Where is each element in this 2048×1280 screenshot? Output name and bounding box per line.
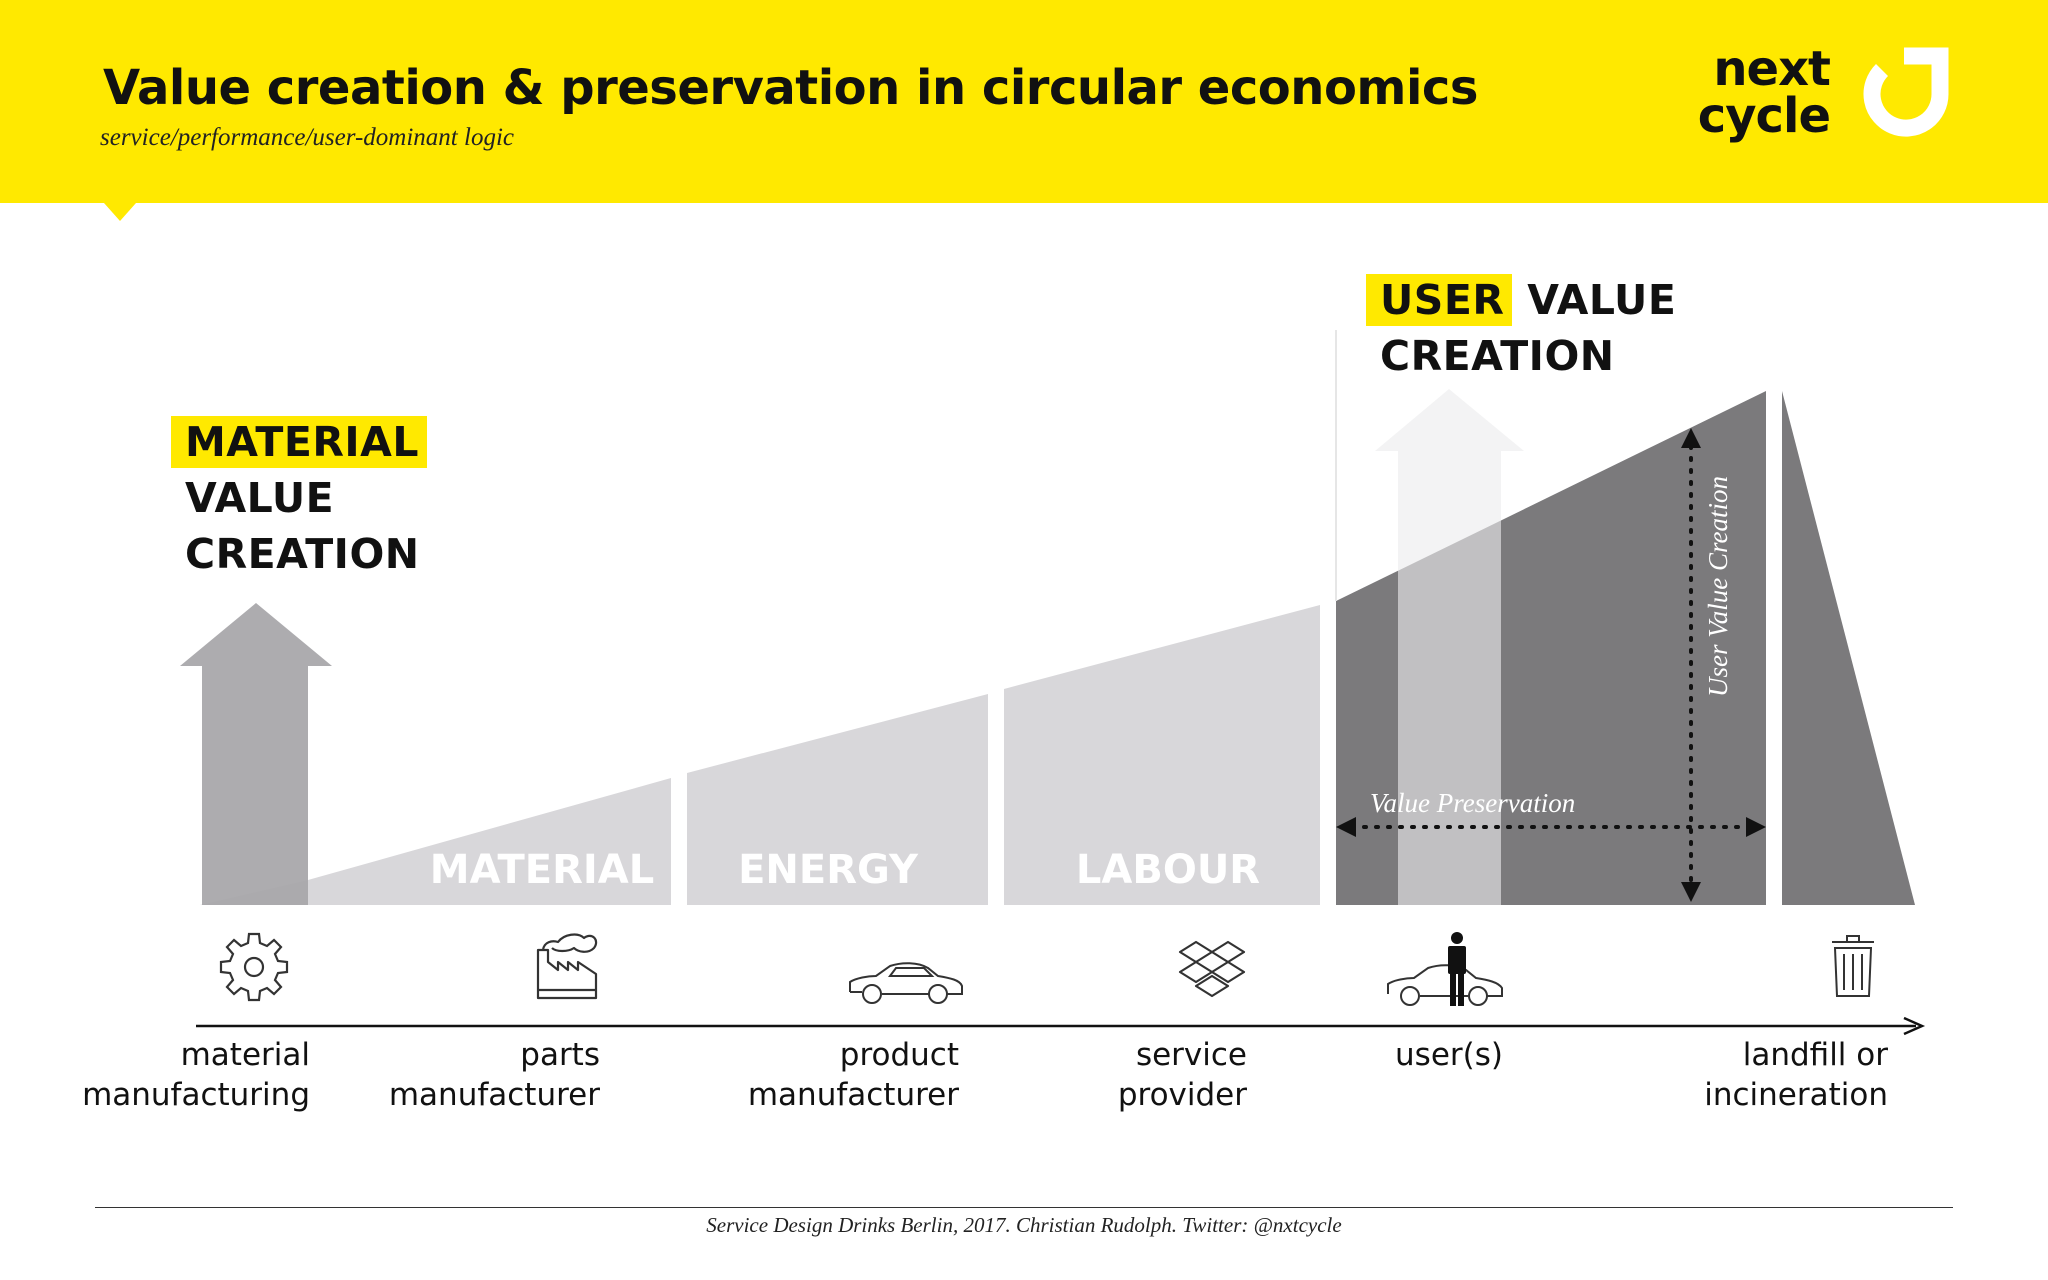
trash-can-icon xyxy=(1832,935,1874,997)
stage-line1: landfill or xyxy=(1742,1037,1888,1073)
page-title: Value creation & preservation in circula… xyxy=(103,60,1478,116)
user-value-creation-arrowhead-top xyxy=(1681,428,1701,448)
user-value-creation-arrowhead-bottom xyxy=(1681,882,1701,902)
logo-line-cycle: cycle xyxy=(1697,88,1831,144)
value-preservation-arrowhead-left xyxy=(1336,817,1356,837)
next-cycle-logo-icon xyxy=(1863,47,1949,137)
stage-line2: provider xyxy=(1117,1077,1247,1113)
segment-label-material: MATERIAL xyxy=(430,847,654,893)
dropbox-icon xyxy=(1178,940,1246,998)
material-value-creation-label: MATERIAL VALUE CREATION xyxy=(171,414,428,582)
value-preservation-label: Value Preservation xyxy=(1370,788,1575,818)
user-value-word: VALUE xyxy=(1527,276,1677,324)
material-value-line3: CREATION xyxy=(185,530,420,578)
footer-credit: Service Design Drinks Berlin, 2017. Chri… xyxy=(706,1213,1342,1237)
logo-line-next: next xyxy=(1713,41,1831,97)
stage-line1: service xyxy=(1135,1037,1247,1073)
stage-label-service-provider: service provider xyxy=(1118,1035,1247,1115)
footer-divider xyxy=(95,1207,1953,1208)
user-value-creation-heading: USER VALUE CREATION xyxy=(1366,272,1677,384)
segment-labour xyxy=(1004,605,1320,905)
stage-line1: product xyxy=(839,1037,959,1073)
stage-line2: manufacturing xyxy=(82,1077,310,1113)
stage-line2: manufacturer xyxy=(388,1077,600,1113)
stage-line1: material xyxy=(180,1037,310,1073)
logo-wordmark: next cycle xyxy=(1697,41,1831,144)
stage-label-users: user(s) xyxy=(1395,1035,1503,1075)
timeline-arrowhead xyxy=(1903,1016,1926,1036)
material-highlight: MATERIAL xyxy=(171,416,428,468)
segment-landfill xyxy=(1782,391,1915,905)
material-value-arrow xyxy=(180,603,332,905)
user-car-icon xyxy=(1387,932,1503,1006)
stage-label-material-manufacturing: material manufacturing xyxy=(82,1035,310,1115)
stage-label-landfill: landfill or incineration xyxy=(1704,1035,1888,1115)
stage-label-parts-manufacturer: parts manufacturer xyxy=(389,1035,600,1115)
segment-energy xyxy=(687,694,988,905)
segment-material xyxy=(308,778,671,905)
page-subtitle: service/performance/user-dominant logic xyxy=(100,124,514,151)
segment-label-energy: ENERGY xyxy=(738,847,919,893)
stage-label-product-manufacturer: product manufacturer xyxy=(748,1035,959,1115)
segment-label-labour: LABOUR xyxy=(1076,847,1260,893)
header-banner xyxy=(0,0,2048,203)
user-highlight: USER xyxy=(1366,274,1513,326)
gear-icon xyxy=(219,932,289,1002)
stage-line2: incineration xyxy=(1704,1077,1888,1113)
stage-line2: manufacturer xyxy=(747,1077,959,1113)
car-icon xyxy=(849,962,963,1004)
user-value-creation-label: User Value Creation xyxy=(1703,476,1733,697)
material-value-line2: VALUE xyxy=(185,474,335,522)
header-notch xyxy=(104,203,136,221)
factory-icon xyxy=(536,933,598,1000)
value-preservation-arrowhead-right xyxy=(1746,817,1766,837)
stage-line1: parts xyxy=(520,1037,600,1073)
user-value-line2: CREATION xyxy=(1380,332,1615,380)
stage-line1: user(s) xyxy=(1395,1037,1503,1073)
user-value-arrow xyxy=(1375,389,1524,905)
